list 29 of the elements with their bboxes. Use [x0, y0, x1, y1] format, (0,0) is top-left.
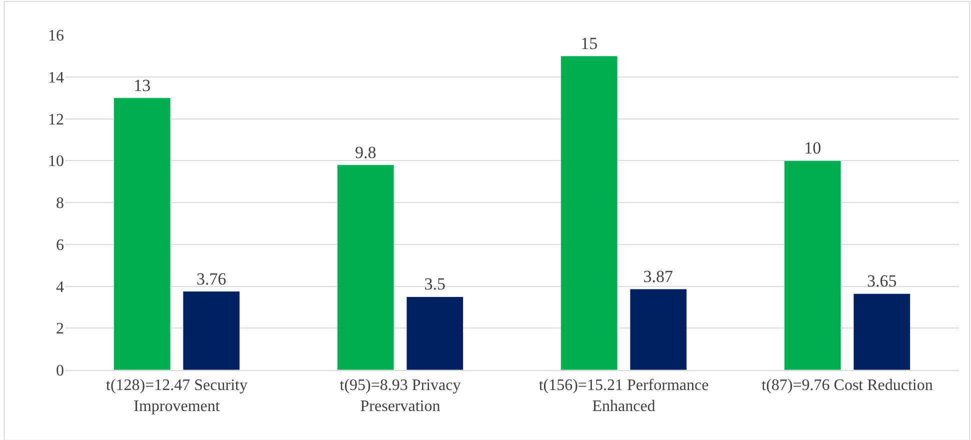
y-tick-label: 4	[56, 278, 64, 296]
y-tick-label: 14	[48, 69, 64, 86]
y-tick-label: 16	[48, 28, 64, 45]
data-label: 3.87	[643, 266, 674, 286]
x-tick-label: t(95)=8.93 Privacy Preservation	[340, 377, 461, 415]
y-tick-label: 8	[56, 195, 64, 212]
x-tick-label: t(87)=9.76 Cost Reduction	[762, 377, 933, 394]
bar	[784, 160, 842, 370]
data-label: 3.5	[424, 274, 446, 294]
bar	[630, 288, 688, 370]
bar	[406, 296, 464, 370]
data-label: 3.76	[196, 269, 226, 288]
bar	[113, 98, 171, 370]
data-label: 13	[134, 76, 151, 95]
x-tick-label: t(128)=12.47 Security Improvement	[106, 377, 248, 415]
data-label: 10	[804, 138, 822, 158]
data-label: 9.8	[354, 142, 376, 162]
bar	[560, 56, 618, 370]
y-tick-label: 6	[56, 236, 64, 254]
data-label: 15	[580, 34, 598, 53]
data-label: 3.65	[867, 272, 897, 291]
bar	[853, 293, 911, 370]
y-tick-label: 0	[56, 362, 64, 380]
bar	[336, 164, 394, 370]
y-tick-label: 2	[56, 320, 64, 338]
bar	[182, 291, 240, 370]
y-tick-label: 12	[48, 111, 64, 128]
y-tick-label: 10	[48, 153, 64, 170]
x-tick-label: t(156)=15.21 Performance Enhanced	[538, 377, 709, 415]
